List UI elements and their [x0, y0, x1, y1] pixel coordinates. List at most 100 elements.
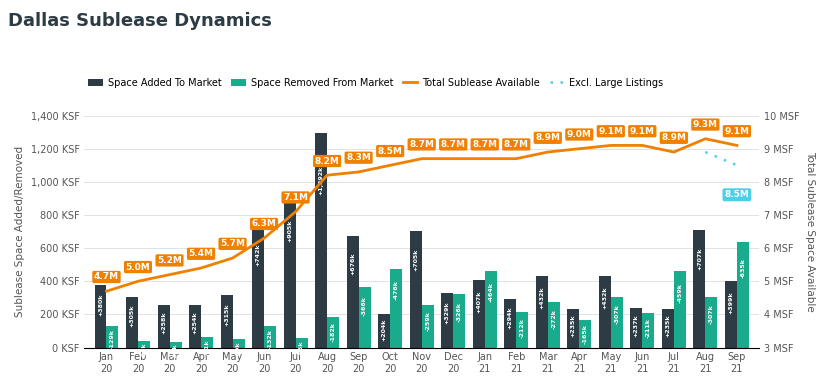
Bar	[221, 295, 232, 347]
Bar	[327, 317, 339, 347]
Text: -33k: -33k	[173, 344, 178, 359]
Bar	[169, 342, 182, 347]
Text: -464k: -464k	[488, 282, 493, 302]
Text: 6.3M: 6.3M	[251, 219, 276, 228]
Text: +204k: +204k	[382, 319, 387, 341]
Bar	[579, 320, 591, 347]
Bar	[410, 231, 422, 347]
Bar	[201, 337, 213, 347]
Bar	[95, 285, 106, 347]
Bar	[295, 338, 308, 347]
Text: 8.7M: 8.7M	[409, 140, 434, 149]
Text: 8.9M: 8.9M	[535, 133, 560, 142]
Bar	[674, 272, 686, 347]
Bar	[630, 308, 642, 347]
Text: 8.5M: 8.5M	[725, 190, 749, 199]
Text: 8.3M: 8.3M	[346, 153, 371, 162]
Text: -259k: -259k	[425, 311, 430, 331]
Text: +705k: +705k	[413, 248, 418, 271]
Text: -326k: -326k	[457, 301, 461, 321]
Text: -366k: -366k	[362, 296, 367, 316]
Text: 8.9M: 8.9M	[662, 133, 686, 142]
Text: -211k: -211k	[646, 318, 651, 338]
Bar	[548, 303, 559, 347]
Y-axis label: Total Sublease Space Available: Total Sublease Space Available	[805, 151, 815, 312]
Text: -635k: -635k	[740, 258, 745, 278]
Text: +399k: +399k	[729, 291, 734, 314]
Text: 8.7M: 8.7M	[441, 140, 466, 149]
Bar	[642, 313, 654, 347]
Bar	[693, 230, 706, 347]
Text: +329k: +329k	[445, 301, 450, 324]
Text: -272k: -272k	[551, 309, 556, 329]
Bar	[359, 287, 371, 347]
Text: -182k: -182k	[330, 322, 335, 342]
Legend: Space Added To Market, Space Removed From Market, Total Sublease Available, Excl: Space Added To Market, Space Removed Fro…	[85, 74, 667, 92]
Text: 8.2M: 8.2M	[315, 156, 339, 165]
Bar	[473, 280, 485, 347]
Text: +380k: +380k	[98, 294, 103, 316]
Text: -165k: -165k	[583, 324, 588, 344]
Bar	[315, 133, 327, 347]
Text: +432k: +432k	[603, 287, 608, 309]
Text: -49k: -49k	[236, 341, 241, 357]
Text: 5.2M: 5.2M	[157, 256, 182, 265]
Bar	[536, 276, 548, 347]
Text: 9.1M: 9.1M	[598, 127, 623, 136]
Text: Dallas Sublease Dynamics: Dallas Sublease Dynamics	[8, 12, 272, 30]
Text: +294k: +294k	[508, 306, 513, 329]
Bar	[284, 198, 295, 347]
Bar	[737, 242, 749, 347]
Text: 8.7M: 8.7M	[472, 140, 497, 149]
Bar	[442, 293, 453, 347]
Bar	[453, 294, 465, 347]
Text: +742k: +742k	[256, 243, 261, 266]
Text: 9.1M: 9.1M	[725, 127, 749, 136]
Text: 9.1M: 9.1M	[630, 127, 655, 136]
Text: +707k: +707k	[697, 248, 702, 270]
Bar	[158, 305, 169, 347]
Text: +235k: +235k	[571, 314, 576, 337]
Text: -307k: -307k	[709, 304, 714, 324]
Text: +258k: +258k	[161, 311, 166, 334]
Text: -459k: -459k	[677, 283, 682, 303]
Text: +237k: +237k	[634, 314, 639, 336]
Bar	[264, 326, 276, 347]
Bar	[390, 269, 403, 347]
Text: +432k: +432k	[540, 287, 544, 309]
Text: +676k: +676k	[350, 252, 355, 275]
Text: -129k: -129k	[110, 329, 115, 349]
Text: +254k: +254k	[193, 312, 198, 334]
Bar	[422, 305, 433, 347]
Bar	[568, 308, 579, 347]
Text: 7.1M: 7.1M	[283, 193, 308, 202]
Bar	[138, 341, 150, 347]
Bar	[232, 340, 245, 347]
Text: 8.5M: 8.5M	[378, 147, 403, 156]
Text: 9.0M: 9.0M	[567, 130, 592, 139]
Bar	[378, 314, 390, 347]
Text: -61k: -61k	[204, 339, 209, 355]
Bar	[252, 224, 264, 347]
Text: -212k: -212k	[520, 318, 525, 338]
Bar	[725, 281, 737, 347]
Bar	[505, 299, 516, 347]
Text: -132k: -132k	[267, 329, 272, 349]
Bar	[347, 236, 359, 347]
Text: 5.0M: 5.0M	[125, 263, 150, 272]
Text: +905k: +905k	[287, 220, 292, 242]
Text: +1,292k: +1,292k	[319, 166, 324, 195]
Text: 4.7M: 4.7M	[94, 272, 119, 282]
Bar	[516, 312, 528, 347]
Bar	[126, 297, 138, 347]
Text: -38k: -38k	[141, 343, 146, 358]
Text: -307k: -307k	[614, 304, 619, 324]
Bar	[611, 297, 622, 347]
Text: -476k: -476k	[393, 280, 398, 300]
Bar	[598, 276, 611, 347]
Text: 8.7M: 8.7M	[504, 140, 529, 149]
Text: +315k: +315k	[224, 303, 229, 326]
Text: +407k: +407k	[476, 290, 481, 313]
Text: -55k: -55k	[299, 340, 304, 356]
Bar	[189, 305, 201, 347]
